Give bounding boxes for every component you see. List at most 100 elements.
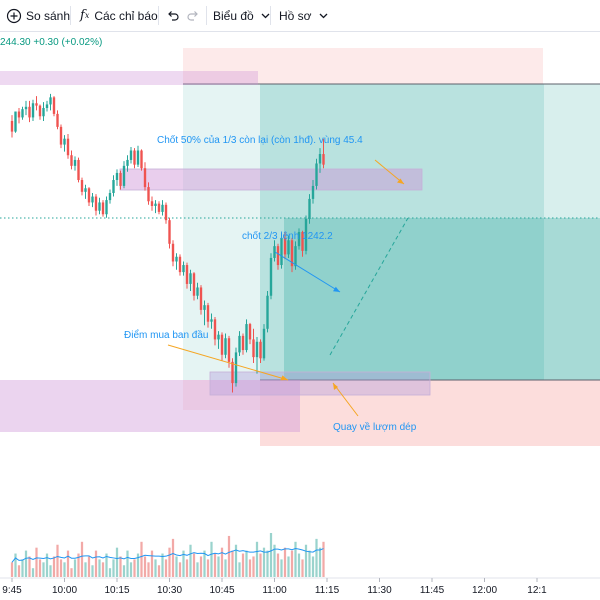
candle	[322, 154, 325, 165]
volume-bar	[294, 541, 297, 577]
candle	[171, 243, 175, 262]
volume-bar	[224, 559, 227, 577]
volume-bar	[241, 553, 245, 577]
stop-loss-zone-upper	[183, 48, 543, 84]
candle	[56, 113, 59, 127]
candle	[129, 150, 133, 160]
candle	[259, 341, 262, 359]
candle	[136, 150, 140, 165]
candle	[273, 246, 276, 258]
x-tick-label: 10:15	[104, 585, 129, 596]
redo-icon	[186, 9, 200, 23]
profit-zone-inner	[284, 218, 600, 380]
candle	[119, 172, 122, 186]
volume-bar	[280, 559, 283, 577]
volume-bar	[196, 562, 199, 577]
candle	[77, 159, 80, 181]
volume-bar	[70, 568, 73, 577]
profile-button[interactable]: Hồ sơ	[279, 0, 328, 31]
arrow-entry	[167, 344, 289, 381]
volume-bar	[248, 559, 252, 577]
volume-bar	[203, 550, 206, 577]
volume-bar	[259, 553, 262, 577]
volume-layer	[10, 533, 325, 577]
volume-bar	[213, 553, 217, 577]
volume-bar	[322, 541, 325, 577]
candle	[206, 305, 210, 322]
candle	[241, 335, 245, 351]
candle	[98, 202, 101, 211]
volume-bar	[63, 562, 66, 577]
x-tick-label: 11:15	[315, 585, 340, 596]
volume-bar	[269, 533, 273, 577]
volume-bar	[115, 547, 119, 577]
arrow-take-profit-50	[374, 159, 405, 185]
volume-bar	[245, 550, 248, 577]
candle	[28, 106, 31, 118]
candle	[266, 295, 269, 329]
volume-bar	[178, 562, 182, 577]
candle	[199, 287, 203, 310]
profit-zone-extension	[544, 84, 600, 380]
candle	[304, 218, 308, 251]
volume-bar	[168, 547, 171, 577]
time-axis[interactable]: 9:45 10:00 10:15 10:30 10:45 11:00 11:15 11:30 1…	[2, 578, 547, 596]
candle	[143, 168, 147, 188]
volume-bar	[231, 550, 234, 577]
x-tick-label: 10:45	[209, 585, 234, 596]
volume-bar	[154, 559, 157, 577]
x-tick-label: 11:30	[367, 585, 392, 596]
profile-label: Hồ sơ	[279, 8, 312, 23]
volume-bar	[157, 565, 161, 577]
volume-bar	[164, 559, 168, 577]
chart-type-label: Biểu đồ	[213, 8, 254, 23]
candle	[220, 334, 224, 355]
volume-bar	[227, 535, 231, 577]
candle	[45, 104, 49, 108]
volume-bar	[119, 556, 122, 577]
candle	[318, 154, 322, 164]
candle	[290, 240, 294, 267]
volume-bar	[175, 556, 178, 577]
candle	[182, 265, 185, 273]
candle	[224, 338, 227, 355]
volume-bar	[17, 565, 21, 577]
candle	[80, 180, 84, 192]
candle	[42, 107, 45, 117]
undo-icon	[166, 9, 180, 23]
volume-bar	[161, 553, 164, 577]
x-tick-label: 10:30	[157, 585, 182, 596]
indicators-label: Các chỉ báo	[94, 8, 158, 23]
volume-bar	[133, 559, 136, 577]
candle	[147, 187, 150, 202]
annotation-take-profit-23: chốt 2/3 lệnh 1242.2	[242, 230, 333, 242]
volume-bar	[35, 547, 38, 577]
candle	[49, 97, 52, 105]
volume-bar	[318, 547, 322, 577]
pullback-zone	[209, 371, 431, 396]
redo-button[interactable]	[186, 0, 200, 31]
volume-bar	[311, 556, 315, 577]
volume-bar	[80, 541, 84, 577]
volume-bar	[31, 568, 35, 577]
candle	[196, 287, 199, 296]
toolbar-divider	[206, 6, 207, 25]
candle	[105, 200, 108, 215]
volume-bar	[56, 544, 59, 577]
volume-bar	[108, 568, 112, 577]
chart-type-button[interactable]: Biểu đồ	[213, 0, 270, 31]
volume-bar	[199, 556, 203, 577]
price-chart[interactable]: 244.30 +0.30 (+0.02%) Chốt 50% của 1/3 c…	[0, 32, 600, 600]
compare-button[interactable]: So sánh	[6, 0, 70, 31]
candle	[189, 273, 192, 284]
candle	[210, 319, 213, 322]
volume-bar	[301, 559, 304, 577]
volume-bar	[52, 556, 56, 577]
volume-bar	[308, 550, 311, 577]
volume-bar	[59, 559, 63, 577]
undo-button[interactable]	[166, 0, 180, 31]
volume-bar	[276, 553, 280, 577]
volume-bar	[24, 550, 28, 577]
toolbar-divider	[70, 6, 71, 25]
